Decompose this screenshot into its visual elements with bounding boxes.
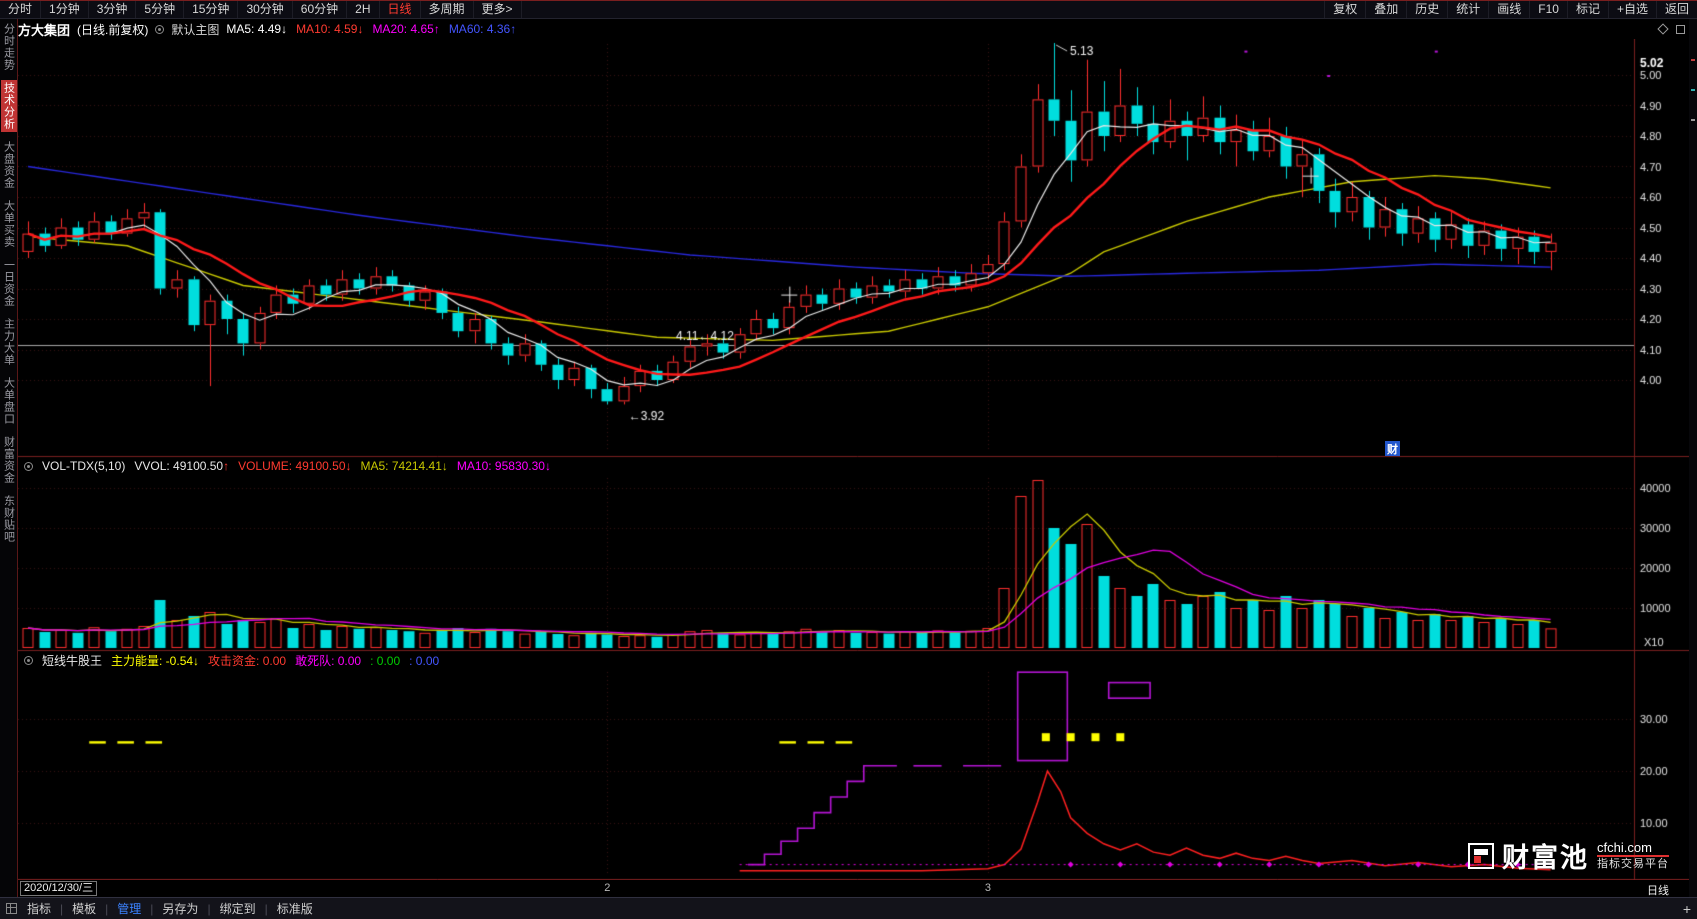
watermark-brand: 财富池 [1502, 843, 1589, 873]
header-value-2: MA20: 4.65↑ [372, 22, 440, 36]
watermark-tagline: 指标交易平台 [1597, 857, 1669, 870]
volume-indicator-name[interactable]: VOL-TDX(5,10) [42, 459, 126, 473]
left-sidebar: 分时走势技术分析大盘资金大单买卖一日资金主力大单大单盘口财富资金东财贴吧 [0, 19, 18, 897]
tab-1[interactable]: 模板 [72, 902, 97, 916]
period-tab-1[interactable]: 1分钟 [41, 1, 89, 18]
period-tab-5[interactable]: 30分钟 [238, 1, 293, 18]
watermark-sub: cfchi.com 指标交易平台 [1597, 841, 1669, 871]
sidebar-item-6[interactable]: 大单盘口 [2, 377, 15, 425]
toolbar-action-1[interactable]: 叠加 [1365, 1, 1406, 18]
x-axis-row: 2020/12/30/三 日线 2 3 [18, 880, 1697, 897]
indicator-toggle-icon[interactable] [24, 461, 33, 471]
indicator-toggle-icon[interactable] [24, 656, 33, 665]
sub-indicator-name[interactable]: 短线牛股王 [42, 654, 103, 668]
toolbar-action-3[interactable]: 统计 [1447, 1, 1488, 18]
sidebar-item-8[interactable]: 东财贴吧 [2, 495, 15, 543]
toolbar-action-6[interactable]: 标记 [1566, 1, 1608, 18]
header-value-3: MA10: 95830.30↓ [456, 459, 551, 473]
diamond-icon[interactable] [1657, 23, 1669, 35]
tab-4[interactable]: 绑定到 [219, 902, 256, 916]
period-tabs: 分时 1分钟 3分钟 5分钟 15分钟 30分钟 60分钟 2H 日线 多周期 更多> [0, 1, 522, 18]
bottom-tabs: 指标 | 模板 | 管理 | 另存为 | 绑定到 | 标准版 [24, 900, 316, 917]
x-axis-tick-1: 3 [984, 882, 992, 894]
period-tab-10[interactable]: 更多> [474, 1, 522, 18]
main-overlay-name[interactable]: 默认主图 [171, 22, 220, 37]
sidebar-item-4[interactable]: 一日资金 [2, 259, 15, 307]
header-value-3: MA60: 4.36↑ [448, 22, 517, 36]
toolbar-action-8[interactable]: 返回 [1655, 1, 1697, 18]
chart-canvas[interactable] [18, 39, 1697, 880]
stock-name: 方大集团 [18, 22, 71, 38]
tab-0[interactable]: 指标 [27, 902, 52, 916]
header-value-2: MA5: 74214.41↓ [360, 459, 448, 473]
toolbar-action-0[interactable]: 复权 [1324, 1, 1365, 18]
strip-mark [1691, 59, 1695, 61]
toolbar-action-2[interactable]: 历史 [1406, 1, 1447, 18]
toolbar-actions: 复权 叠加 历史 统计 画线 F10 标记 +自选 返回 [1324, 1, 1697, 18]
period-tab-8[interactable]: 日线 [380, 1, 421, 18]
sidebar-item-0[interactable]: 分时走势 [2, 23, 15, 71]
titlebar-icons [1657, 23, 1685, 35]
header-value-0: MA5: 4.49↓ [226, 22, 288, 36]
chart-mode-label: (日线.前复权) [77, 22, 149, 37]
header-value-0: VVOL: 49100.50↑ [134, 459, 230, 473]
ma-values: MA5: 4.49↓ MA10: 4.59↓ MA20: 4.65↑ MA60: 4.… [226, 22, 516, 36]
period-tab-0[interactable]: 分时 [0, 1, 42, 18]
tab-separator: | [264, 901, 268, 916]
period-tab-7[interactable]: 2H [347, 1, 380, 18]
chart-titlebar: 方大集团 (日线.前复权) 默认主图 MA5: 4.49↓ MA10: 4.59↓… [18, 19, 1697, 39]
sidebar-item-5[interactable]: 主力大单 [2, 318, 15, 366]
header-value-1: VOLUME: 49100.50↓ [238, 459, 352, 473]
grid-icon[interactable] [6, 903, 17, 914]
header-value-0: 主力能量: -0.54↓ [111, 654, 200, 668]
tab-2[interactable]: 管理 [117, 902, 142, 916]
tab-5[interactable]: 标准版 [276, 902, 313, 916]
period-tab-2[interactable]: 3分钟 [89, 1, 137, 18]
toolbar-action-7[interactable]: +自选 [1607, 1, 1656, 18]
tab-separator: | [105, 901, 109, 916]
site-badge: 财 [1385, 441, 1400, 456]
tab-separator: | [60, 901, 64, 916]
sidebar-item-2[interactable]: 大盘资金 [2, 141, 15, 189]
strip-mark [1691, 119, 1695, 121]
indicator-toggle-icon[interactable] [155, 24, 165, 34]
watermark-divider [1597, 854, 1669, 857]
sidebar-item-3[interactable]: 大单买卖 [2, 200, 15, 248]
toolbar-action-5[interactable]: F10 [1529, 1, 1567, 18]
cfchi-logo-icon [1468, 842, 1494, 869]
toolbar: 分时 1分钟 3分钟 5分钟 15分钟 30分钟 60分钟 2H 日线 多周期 更多> 复权 叠加 历史… [0, 0, 1697, 19]
header-value-4: : 0.00 [409, 653, 440, 668]
header-value-3: : 0.00 [370, 653, 401, 668]
strip-mark [1691, 89, 1695, 91]
tab-3[interactable]: 另存为 [162, 902, 199, 916]
x-axis-tick-0: 2 [604, 882, 611, 894]
period-tab-4[interactable]: 15分钟 [184, 1, 239, 18]
period-tab-6[interactable]: 60分钟 [293, 1, 348, 18]
status-bar: 指标 | 模板 | 管理 | 另存为 | 绑定到 | 标准版 + [0, 897, 1697, 919]
sidebar-item-7[interactable]: 财富资金 [2, 436, 15, 484]
tab-separator: | [207, 901, 211, 916]
watermark-domain: cfchi.com [1597, 839, 1652, 855]
period-tab-3[interactable]: 5分钟 [136, 1, 185, 18]
indicator-header: 短线牛股王 主力能量: -0.54↓ 攻击资金: 0.00 敢死队: 0.00 : 0… [24, 652, 439, 669]
toolbar-action-4[interactable]: 画线 [1488, 1, 1529, 18]
period-indicator: 日线 [1647, 885, 1669, 897]
header-value-1: 攻击资金: 0.00 [208, 654, 287, 668]
window-icon[interactable] [1676, 24, 1685, 34]
period-tab-9[interactable]: 多周期 [421, 1, 474, 18]
volume-header: VOL-TDX(5,10) VVOL: 49100.50↑ VOLUME: 491… [24, 459, 551, 473]
header-value-1: MA10: 4.59↓ [296, 22, 364, 36]
date-label: 2020/12/30/三 [20, 881, 98, 896]
indicator-values: 主力能量: -0.54↓ 攻击资金: 0.00 敢死队: 0.00 : 0.00 : 0… [111, 652, 439, 669]
add-panel-button[interactable]: + [1682, 900, 1691, 917]
right-edge-strip [1689, 19, 1697, 897]
watermark: 财富池 cfchi.com 指标交易平台 [1468, 836, 1669, 875]
tab-separator: | [150, 901, 154, 916]
sidebar-item-1[interactable]: 技术分析 [0, 80, 17, 132]
header-value-2: 敢死队: 0.00 [295, 654, 362, 668]
volume-values: VVOL: 49100.50↑ VOLUME: 49100.50↓ MA5: 742… [134, 459, 551, 473]
